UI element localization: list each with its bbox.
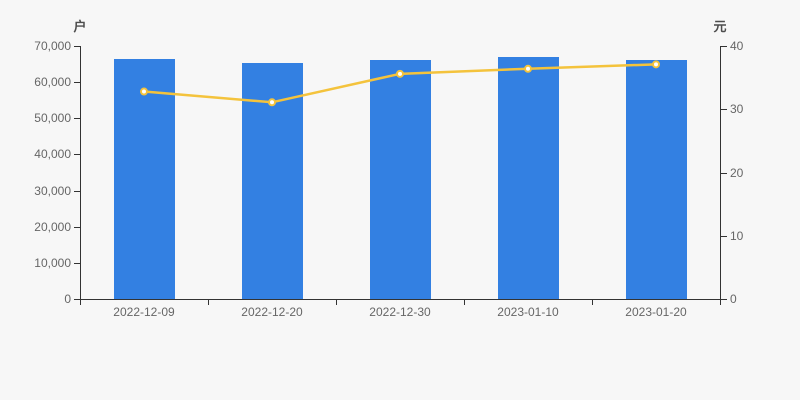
x-axis-category-label: 2022-12-09 — [113, 305, 175, 319]
left-axis-tick-label: 0 — [64, 292, 71, 306]
right-y-axis-line — [720, 46, 721, 300]
bar[interactable] — [113, 58, 175, 299]
right-axis-tick — [721, 172, 727, 174]
right-axis-tick — [721, 235, 727, 237]
left-axis-tick-label: 40,000 — [34, 147, 71, 162]
x-axis-tick — [464, 300, 465, 305]
line-point[interactable] — [396, 69, 404, 78]
right-axis-tick — [721, 299, 727, 300]
left-axis-tick — [74, 154, 80, 156]
left-axis-tick-label: 20,000 — [34, 219, 71, 234]
line-point[interactable] — [268, 98, 276, 107]
x-axis-category-label: 2023-01-20 — [625, 305, 687, 319]
line-point[interactable] — [140, 87, 148, 96]
x-axis-category-label: 2022-12-20 — [241, 305, 303, 319]
x-axis-tick — [592, 300, 593, 305]
left-axis-tick-label: 60,000 — [34, 75, 71, 90]
right-axis-tick — [721, 46, 727, 47]
right-axis-tick-label: 10 — [730, 228, 744, 243]
x-axis-category-label: 2022-12-30 — [369, 305, 431, 319]
left-axis-tick — [74, 299, 80, 300]
line-point[interactable] — [652, 60, 660, 69]
left-axis-tick-label: 70,000 — [34, 39, 71, 53]
left-axis-tick — [74, 226, 80, 228]
left-axis-tick-label: 50,000 — [34, 111, 71, 126]
left-axis-tick-label: 30,000 — [34, 183, 71, 198]
left-axis-tick — [74, 190, 80, 192]
right-axis-tick-label: 40 — [730, 39, 744, 53]
left-axis-tick — [74, 46, 80, 47]
left-axis-title: 户 — [73, 19, 87, 34]
x-axis-category-label: 2023-01-10 — [497, 305, 559, 319]
left-axis-tick-label: 10,000 — [34, 255, 71, 270]
x-axis-tick — [336, 300, 337, 305]
bar[interactable] — [625, 60, 687, 299]
right-axis-tick-label: 0 — [730, 292, 737, 306]
left-axis-tick — [74, 262, 80, 264]
right-axis-tick-label: 20 — [730, 165, 744, 180]
line-series — [140, 60, 660, 107]
x-axis-tick — [208, 300, 209, 305]
right-axis-title: 元 — [713, 19, 727, 34]
x-axis-tick — [720, 300, 721, 305]
line-point[interactable] — [524, 64, 532, 73]
right-axis-tick — [721, 109, 727, 111]
x-axis-tick — [80, 300, 81, 305]
x-axis-line — [80, 299, 721, 300]
left-axis-tick — [74, 118, 80, 120]
left-axis-tick — [74, 82, 80, 84]
right-axis-tick-label: 30 — [730, 102, 744, 117]
bar[interactable] — [497, 56, 559, 299]
bar[interactable] — [369, 60, 431, 299]
left-y-axis-line — [80, 46, 81, 300]
